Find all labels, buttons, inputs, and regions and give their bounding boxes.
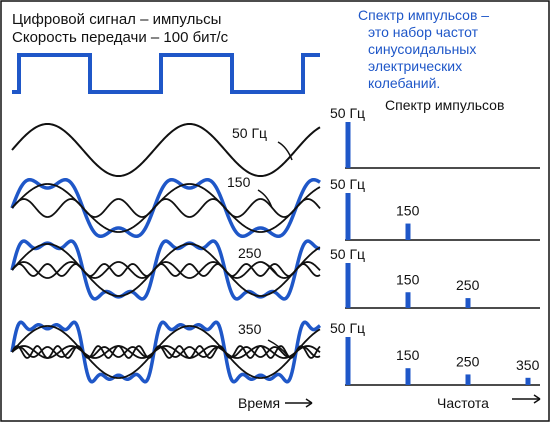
spectrum-note: Спектр импульсов – это набор частот сину…	[358, 7, 489, 91]
label-150hz: 150	[227, 174, 251, 190]
sine-150hz-row2	[11, 198, 321, 218]
spectrum-bar-50hz-row-2	[345, 193, 351, 240]
header-line-2: Скорость передачи – 100 бит/с	[12, 29, 229, 46]
time-axis-arrowhead	[305, 398, 313, 408]
spectrum-bar-350hz-row-4	[525, 377, 531, 385]
spectrum-label-150hz-row-4: 150	[396, 347, 420, 363]
spectrum-bar-150hz-row-4	[405, 368, 411, 385]
note-line-1: Спектр импульсов –	[358, 7, 489, 23]
waveform-row-3: 250	[10, 239, 321, 301]
spectrum-label-250hz-row-3: 250	[456, 277, 480, 293]
spectrum-bar-150hz-row-2	[405, 223, 411, 240]
spectrum-bar-50hz-row-3	[345, 263, 351, 308]
label-250hz: 250	[238, 245, 262, 261]
spectrum-label-250hz-row-4: 250	[456, 353, 480, 369]
waveform-row-1: 50 Гц	[11, 123, 321, 177]
pointer-arrow-150hz	[257, 189, 273, 209]
pointer-arrow-350hz	[267, 339, 289, 357]
spectrum-label-150hz-row-2: 150	[396, 203, 420, 219]
waveform-row-2: 150	[10, 174, 321, 239]
digital-signal-square-wave	[12, 53, 320, 94]
spectrum-bar-250hz-row-4	[465, 374, 471, 385]
sum-50-to-350	[10, 320, 322, 384]
spectrum-label-50hz-row-1: 50 Гц	[330, 105, 365, 121]
note-line-3: синусоидальных	[368, 41, 476, 57]
spectrum-title: Спектр импульсов	[385, 97, 504, 113]
sine-150hz-row4	[11, 345, 321, 359]
sine-250hz-row3	[11, 263, 321, 277]
frequency-axis-label: Частота	[437, 395, 489, 411]
sine-50hz	[11, 123, 321, 177]
spectrum-label-50hz-row-4: 50 Гц	[330, 320, 365, 336]
sine-50hz-row3	[11, 243, 321, 297]
pointer-arrow-250hz	[261, 261, 279, 277]
spectrum-label-150hz-row-3: 150	[396, 271, 420, 287]
spectrum-label-350hz-row-4: 350	[516, 357, 540, 373]
frequency-axis-arrowhead	[533, 394, 541, 404]
time-axis-label: Время	[238, 395, 280, 411]
spectrum-panels: 50 Гц 50 Гц 150 50 Гц 150 250 50 Гц 150 250 350	[330, 105, 540, 386]
pointer-arrow-50hz	[277, 141, 293, 161]
spectrum-label-50hz-row-2: 50 Гц	[330, 176, 365, 192]
spectrum-bar-50hz-row-1	[345, 122, 351, 168]
label-50hz: 50 Гц	[232, 125, 267, 141]
spectrum-bar-50hz-row-4	[345, 337, 351, 385]
sine-50hz-row2	[11, 183, 321, 233]
sum-50-150-250	[10, 239, 321, 301]
sine-50hz-row4	[11, 325, 321, 379]
label-350hz: 350	[238, 321, 262, 337]
waveform-row-4: 350	[10, 320, 322, 384]
sine-250hz-row4	[11, 346, 321, 358]
note-line-5: колебаний.	[368, 75, 440, 91]
sine-350hz-row4	[11, 345, 321, 359]
note-line-4: электрических	[368, 58, 462, 74]
spectrum-label-50hz-row-3: 50 Гц	[330, 246, 365, 262]
header-line-1: Цифровой сигнал – импульсы	[12, 11, 221, 28]
note-line-2: это набор частот	[368, 24, 479, 40]
spectrum-bar-150hz-row-3	[405, 292, 411, 308]
spectrum-bar-250hz-row-3	[465, 298, 471, 308]
